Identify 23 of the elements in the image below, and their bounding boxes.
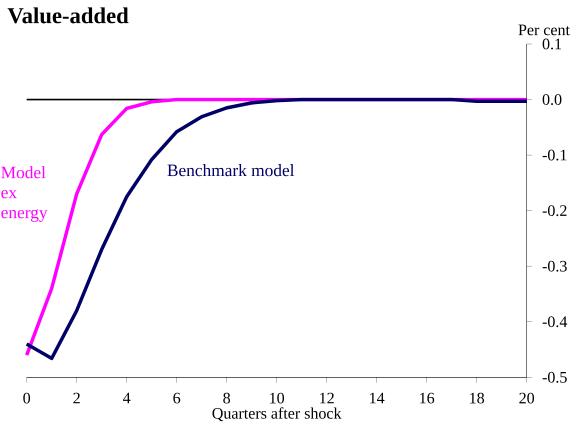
x-tick-label: 12 xyxy=(320,392,334,404)
x-tick-label: 20 xyxy=(519,392,534,404)
x-axis-title: Quarters after shock xyxy=(212,407,342,422)
y-tick-label: -0.5 xyxy=(542,372,567,383)
x-tick-label: 14 xyxy=(370,392,384,404)
x-tick-label: 0 xyxy=(23,392,30,404)
series-label: Benchmark model xyxy=(167,164,294,176)
x-tick-label: 10 xyxy=(270,392,284,404)
y-tick-label: -0.1 xyxy=(542,150,566,161)
y-tick-label: -0.3 xyxy=(542,260,567,272)
x-tick-label: 18 xyxy=(470,392,484,404)
chart-title: Value-added xyxy=(8,7,128,24)
x-tick-label: 4 xyxy=(122,392,130,404)
x-tick-label: 8 xyxy=(223,392,230,404)
x-tick-label: 16 xyxy=(420,392,434,404)
x-tick-label: 6 xyxy=(173,392,180,404)
y-tick-label: 0.0 xyxy=(542,94,562,105)
x-tick-label: 2 xyxy=(73,392,80,404)
y-tick-label: -0.4 xyxy=(542,316,568,328)
y-axis-title: Per cent xyxy=(518,24,570,36)
y-tick-label: -0.2 xyxy=(542,205,566,216)
y-tick-label: 0.1 xyxy=(542,38,562,50)
series-label: Model ex energy xyxy=(1,166,48,222)
